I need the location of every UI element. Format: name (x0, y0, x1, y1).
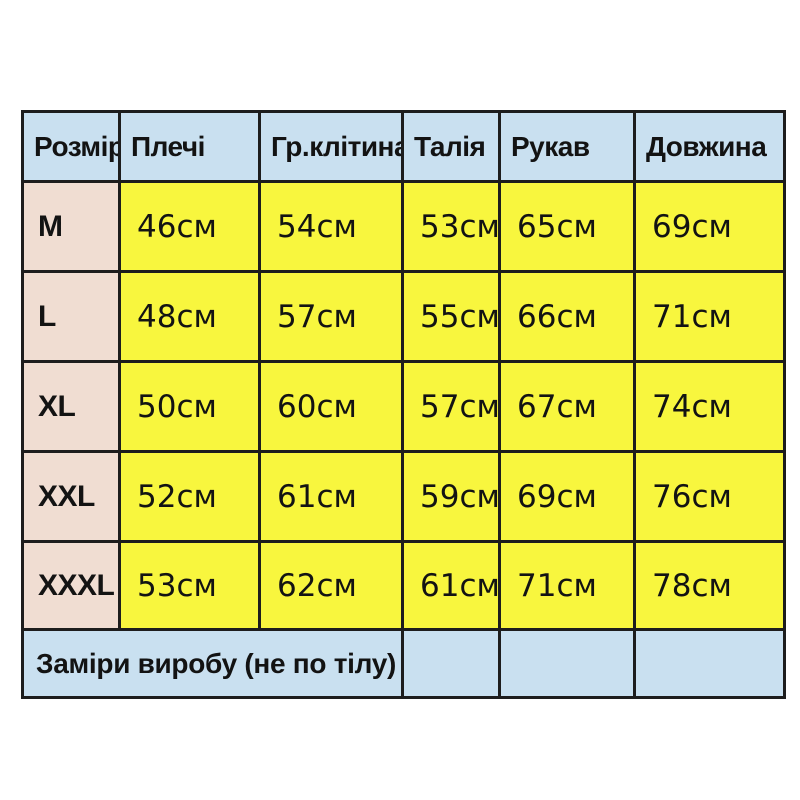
header-cell-size: Розмір (21, 110, 121, 183)
value-cell: 57см (401, 360, 501, 453)
value-cell: 48см (118, 270, 261, 363)
size-label: XXL (21, 450, 121, 543)
value-cell: 71см (633, 270, 786, 363)
value-cell: 55см (401, 270, 501, 363)
table-row-xxl: XXL 52см 61см 59см 69см 76см (21, 450, 786, 543)
value-cell: 71см (498, 540, 636, 631)
value-cell: 62см (258, 540, 404, 631)
value-cell: 57см (258, 270, 404, 363)
value-cell: 50см (118, 360, 261, 453)
footer-empty-cell (498, 628, 636, 699)
value-cell: 76см (633, 450, 786, 543)
value-cell: 59см (401, 450, 501, 543)
footer-row: Заміри виробу (не по тілу) (21, 628, 786, 699)
size-label: M (21, 180, 121, 273)
header-row: Розмір Плечі Гр.клітина Талія Рукав Довж… (21, 110, 786, 183)
table-row-m: M 46см 54см 53см 65см 69см (21, 180, 786, 273)
table-row-xxxl: XXXL 53см 62см 61см 71см 78см (21, 540, 786, 631)
table-row-l: L 48см 57см 55см 66см 71см (21, 270, 786, 363)
value-cell: 53см (118, 540, 261, 631)
footer-empty-cell (633, 628, 786, 699)
value-cell: 78см (633, 540, 786, 631)
footer-note-cell: Заміри виробу (не по тілу) (21, 628, 404, 699)
value-cell: 66см (498, 270, 636, 363)
value-cell: 69см (633, 180, 786, 273)
footer-empty-cell (401, 628, 501, 699)
header-cell-waist: Талія (401, 110, 501, 183)
value-cell: 65см (498, 180, 636, 273)
size-label: XXXL (21, 540, 121, 631)
header-cell-chest: Гр.клітина (258, 110, 404, 183)
value-cell: 52см (118, 450, 261, 543)
value-cell: 54см (258, 180, 404, 273)
header-cell-shoulders: Плечі (118, 110, 261, 183)
value-cell: 61см (401, 540, 501, 631)
size-chart-table: Розмір Плечі Гр.клітина Талія Рукав Довж… (21, 110, 786, 699)
value-cell: 74см (633, 360, 786, 453)
value-cell: 69см (498, 450, 636, 543)
value-cell: 60см (258, 360, 404, 453)
size-label: XL (21, 360, 121, 453)
header-cell-sleeve: Рукав (498, 110, 636, 183)
value-cell: 53см (401, 180, 501, 273)
value-cell: 61см (258, 450, 404, 543)
size-label: L (21, 270, 121, 363)
table-row-xl: XL 50см 60см 57см 67см 74см (21, 360, 786, 453)
value-cell: 46см (118, 180, 261, 273)
header-cell-length: Довжина (633, 110, 786, 183)
value-cell: 67см (498, 360, 636, 453)
